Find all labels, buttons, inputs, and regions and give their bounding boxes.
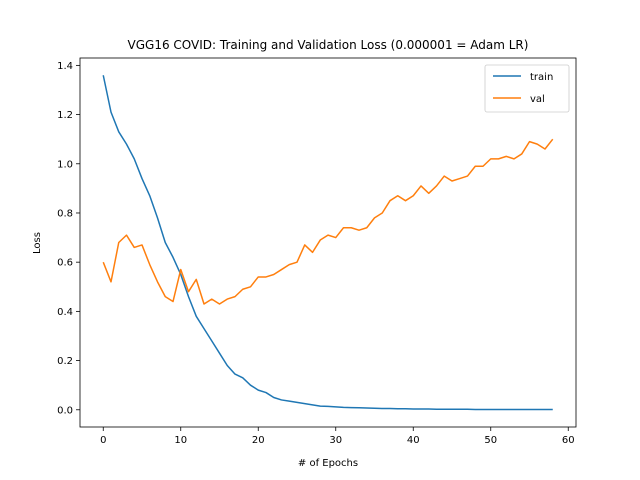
x-tick-label: 30: [329, 435, 342, 446]
x-tick-label: 60: [562, 435, 575, 446]
plot-frame: [80, 58, 576, 427]
y-tick-label: 0.4: [57, 307, 73, 318]
series-line-train: [102, 75, 553, 411]
x-axis: 0 10 20 30 40 50 60: [100, 427, 575, 446]
x-tick-label: 0: [100, 435, 106, 446]
y-tick-label: 1.4: [57, 61, 73, 72]
x-tick-label: 40: [407, 435, 420, 446]
plot-border: [79, 57, 577, 428]
legend-label-train: train: [530, 72, 553, 83]
y-tick-label: 1.0: [57, 159, 73, 170]
series-layer: [102, 75, 554, 411]
y-tick-label: 0.2: [57, 356, 73, 367]
y-axis: 0.0 0.2 0.4 0.6 0.8 1.0 1.2 1.4: [57, 61, 80, 416]
x-tick-label: 10: [174, 435, 187, 446]
series-line-val: [102, 138, 554, 305]
x-tick-label: 20: [252, 435, 265, 446]
legend-label-val: val: [530, 94, 545, 105]
plot-area: 0 10 20 30 40 50 60 0.0 0.2 0.4 0.6 0.8 1.0 1.2 1.4: [57, 57, 577, 446]
x-tick-label: 50: [484, 435, 497, 446]
y-axis-label: Loss: [32, 232, 43, 254]
legend: train val: [484, 64, 570, 113]
x-axis-label: # of Epochs: [298, 458, 358, 469]
legend-box: [484, 64, 570, 113]
chart-title: VGG16 COVID: Training and Validation Los…: [128, 38, 529, 52]
y-tick-label: 0.6: [57, 258, 73, 269]
y-tick-label: 0.8: [57, 208, 73, 219]
y-tick-label: 1.2: [57, 110, 73, 121]
y-tick-label: 0.0: [57, 405, 73, 416]
